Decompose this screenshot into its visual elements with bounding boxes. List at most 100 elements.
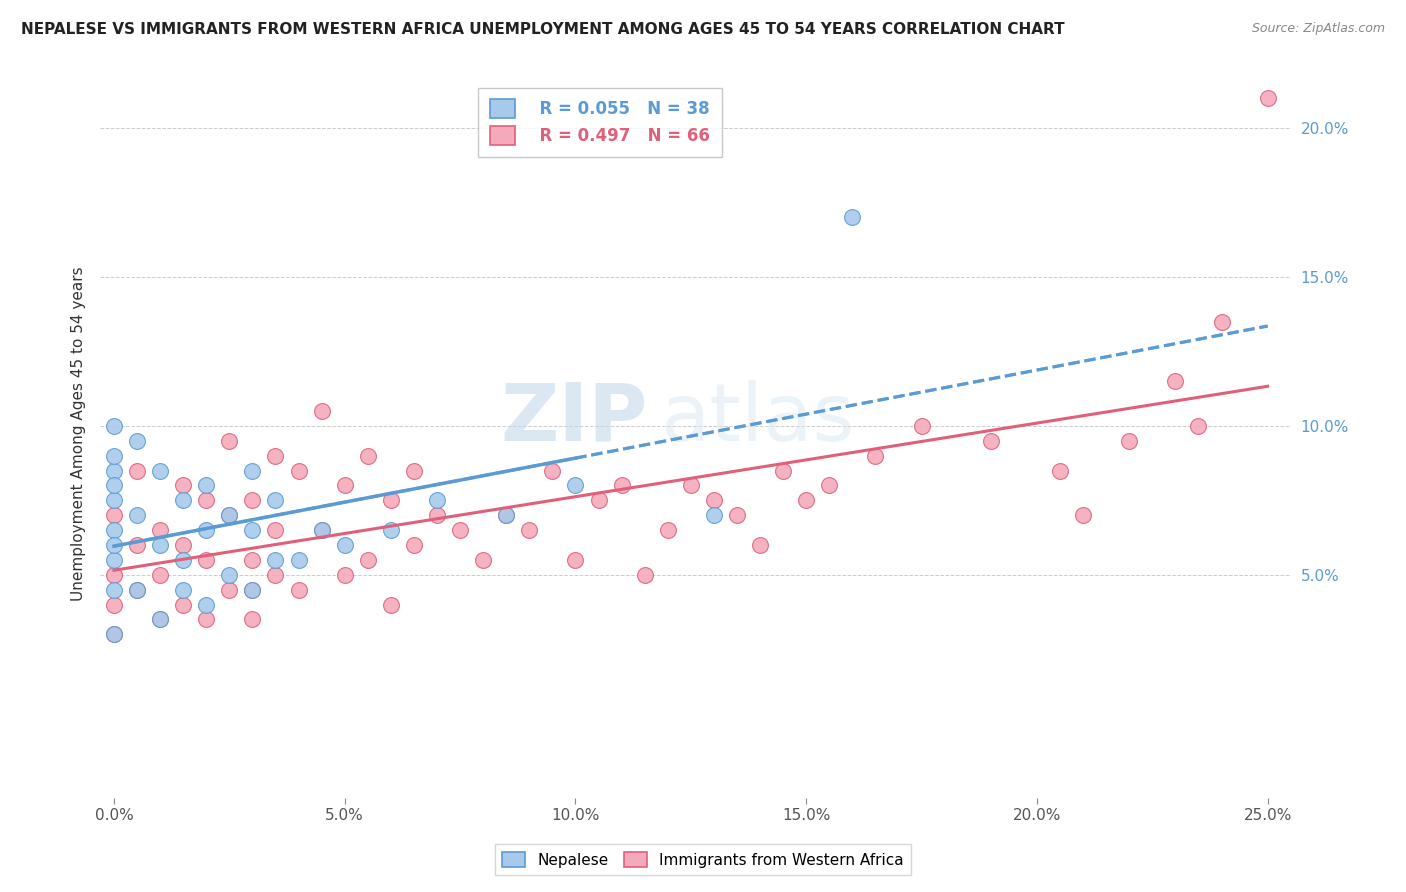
Point (311, 404, 333, 418)
Point (725, 508, 748, 523)
Point (195, 493, 218, 508)
Point (125, 582, 148, 597)
Point (149, 612, 172, 626)
Point (172, 538, 194, 552)
Point (564, 553, 586, 567)
Point (149, 612, 172, 626)
Point (264, 523, 287, 537)
Text: Source: ZipAtlas.com: Source: ZipAtlas.com (1251, 22, 1385, 36)
Point (311, 523, 333, 537)
Point (242, 493, 264, 508)
Point (149, 463, 172, 477)
Point (865, 449, 887, 463)
Point (218, 508, 240, 523)
Point (103, 478, 125, 492)
Point (172, 478, 194, 492)
Point (172, 598, 194, 612)
Point (749, 538, 772, 552)
Point (195, 478, 218, 492)
Point (1071, 508, 1094, 523)
Text: ZIP: ZIP (501, 380, 648, 458)
Point (426, 508, 449, 523)
Point (218, 567, 240, 582)
Point (841, 211, 863, 225)
Point (1211, 315, 1233, 329)
Point (103, 553, 125, 567)
Point (218, 582, 240, 597)
Point (703, 493, 725, 508)
Point (910, 418, 932, 433)
Point (634, 567, 657, 582)
Point (103, 582, 125, 597)
Point (333, 478, 356, 492)
Point (311, 523, 333, 537)
Point (495, 508, 517, 523)
Point (195, 612, 218, 626)
Point (980, 434, 1002, 448)
Point (103, 627, 125, 641)
Point (287, 463, 309, 477)
Point (380, 598, 402, 612)
Point (103, 493, 125, 508)
Point (103, 598, 125, 612)
Y-axis label: Unemployment Among Ages 45 to 54 years: Unemployment Among Ages 45 to 54 years (72, 266, 86, 600)
Point (1187, 418, 1209, 433)
Point (125, 434, 148, 448)
Point (103, 449, 125, 463)
Point (195, 523, 218, 537)
Point (103, 508, 125, 523)
Point (242, 612, 264, 626)
Point (195, 598, 218, 612)
Point (125, 582, 148, 597)
Text: NEPALESE VS IMMIGRANTS FROM WESTERN AFRICA UNEMPLOYMENT AMONG AGES 45 TO 54 YEAR: NEPALESE VS IMMIGRANTS FROM WESTERN AFRI… (21, 22, 1064, 37)
Point (242, 463, 264, 477)
Point (149, 538, 172, 552)
Point (242, 582, 264, 597)
Point (564, 478, 586, 492)
Point (218, 434, 240, 448)
Legend:   R = 0.055   N = 38,   R = 0.497   N = 66: R = 0.055 N = 38, R = 0.497 N = 66 (478, 87, 721, 157)
Point (333, 538, 356, 552)
Point (495, 508, 517, 523)
Point (402, 538, 425, 552)
Point (125, 508, 148, 523)
Point (1164, 374, 1187, 388)
Point (195, 553, 218, 567)
Point (1049, 463, 1071, 477)
Point (103, 523, 125, 537)
Point (287, 582, 309, 597)
Point (703, 508, 725, 523)
Point (103, 538, 125, 552)
Point (287, 553, 309, 567)
Point (264, 449, 287, 463)
Point (218, 508, 240, 523)
Point (125, 463, 148, 477)
Point (103, 463, 125, 477)
Point (588, 493, 610, 508)
Point (657, 523, 679, 537)
Point (772, 463, 794, 477)
Point (610, 478, 633, 492)
Point (449, 523, 471, 537)
Point (149, 523, 172, 537)
Point (472, 553, 495, 567)
Point (103, 627, 125, 641)
Point (541, 463, 564, 477)
Point (818, 478, 841, 492)
Point (125, 538, 148, 552)
Point (149, 567, 172, 582)
Point (103, 418, 125, 433)
Point (264, 553, 287, 567)
Point (1118, 434, 1140, 448)
Point (357, 553, 380, 567)
Point (402, 463, 425, 477)
Point (103, 567, 125, 582)
Point (380, 523, 402, 537)
Text: atlas: atlas (659, 380, 853, 458)
Point (172, 553, 194, 567)
Point (172, 493, 194, 508)
Point (264, 493, 287, 508)
Point (333, 567, 356, 582)
Point (242, 553, 264, 567)
Legend: Nepalese, Immigrants from Western Africa: Nepalese, Immigrants from Western Africa (495, 844, 911, 875)
